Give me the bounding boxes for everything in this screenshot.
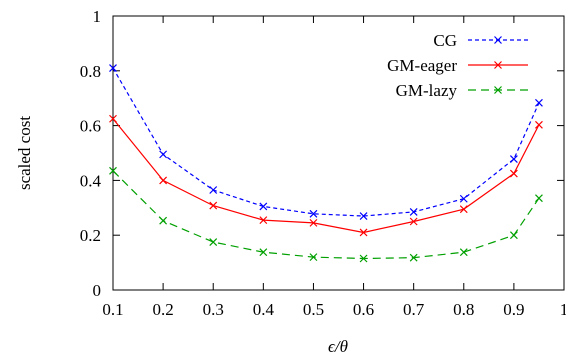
x-tick-label: 1 bbox=[560, 300, 566, 319]
data-point bbox=[509, 155, 518, 163]
data-point bbox=[159, 176, 168, 185]
y-tick-label: 0.8 bbox=[80, 62, 101, 81]
series-gm-lazy bbox=[109, 166, 543, 263]
data-point bbox=[259, 248, 268, 257]
legend: CG GM-eager GM-lazy bbox=[387, 31, 528, 100]
data-point bbox=[409, 217, 418, 226]
x-tick-label: 0.7 bbox=[403, 300, 425, 319]
data-point bbox=[459, 205, 468, 214]
plot-frame bbox=[112, 15, 565, 291]
legend-label: CG bbox=[433, 31, 457, 50]
data-point bbox=[159, 216, 168, 225]
legend-label: GM-lazy bbox=[396, 81, 458, 100]
data-point bbox=[535, 194, 543, 203]
data-point bbox=[509, 231, 518, 240]
x-tick-label: 0.6 bbox=[353, 300, 374, 319]
data-point bbox=[109, 64, 117, 72]
data-point bbox=[535, 98, 543, 107]
x-tick-label: 0.9 bbox=[503, 300, 524, 319]
data-point bbox=[309, 209, 318, 218]
x-tick-label: 0.1 bbox=[102, 300, 123, 319]
data-point bbox=[259, 202, 268, 211]
series-layer bbox=[109, 64, 543, 263]
axis-ticks bbox=[112, 15, 565, 291]
x-tick-label: 0.8 bbox=[453, 300, 474, 319]
data-point bbox=[535, 120, 543, 129]
y-tick-label: 1 bbox=[93, 7, 102, 26]
x-tick-label: 0.2 bbox=[152, 300, 173, 319]
y-tick-label: 0.4 bbox=[80, 171, 102, 190]
x-tick-label: 0.4 bbox=[253, 300, 275, 319]
data-point bbox=[209, 238, 218, 246]
data-point bbox=[359, 228, 368, 237]
data-point bbox=[109, 114, 117, 123]
series-line bbox=[112, 170, 540, 260]
series-cg bbox=[109, 64, 543, 220]
data-point bbox=[209, 186, 218, 194]
data-point bbox=[409, 207, 418, 216]
legend-marker bbox=[494, 61, 502, 69]
data-point bbox=[259, 216, 268, 225]
x-tick-label: 0.5 bbox=[303, 300, 324, 319]
data-point bbox=[459, 248, 468, 257]
data-point bbox=[459, 194, 468, 203]
y-tick-label: 0.6 bbox=[80, 117, 101, 136]
data-point bbox=[409, 253, 418, 262]
x-axis-label: ϵ/θ bbox=[328, 337, 348, 356]
x-tick-label: 0.3 bbox=[203, 300, 224, 319]
series-line bbox=[112, 67, 540, 217]
legend-marker bbox=[494, 36, 502, 44]
y-tick-label: 0.2 bbox=[80, 226, 101, 245]
data-point bbox=[209, 201, 218, 210]
data-point bbox=[359, 212, 368, 220]
legend-marker bbox=[494, 86, 502, 94]
data-point bbox=[159, 150, 168, 159]
axis-tick-labels: 0.1 0.2 0.3 0.4 0.5 0.6 0.7 0.8 0.9 1 0 0.2 0.4 0.6 0.… bbox=[80, 7, 566, 319]
data-point bbox=[309, 253, 318, 262]
legend-label: GM-eager bbox=[387, 56, 457, 75]
data-point bbox=[359, 254, 368, 263]
data-point bbox=[109, 166, 117, 175]
y-axis-label: scaled cost bbox=[15, 116, 34, 190]
data-point bbox=[509, 169, 518, 178]
y-tick-label: 0 bbox=[93, 281, 102, 300]
data-point bbox=[309, 218, 318, 227]
series-gm-eager bbox=[109, 114, 543, 237]
series-line bbox=[112, 118, 540, 234]
